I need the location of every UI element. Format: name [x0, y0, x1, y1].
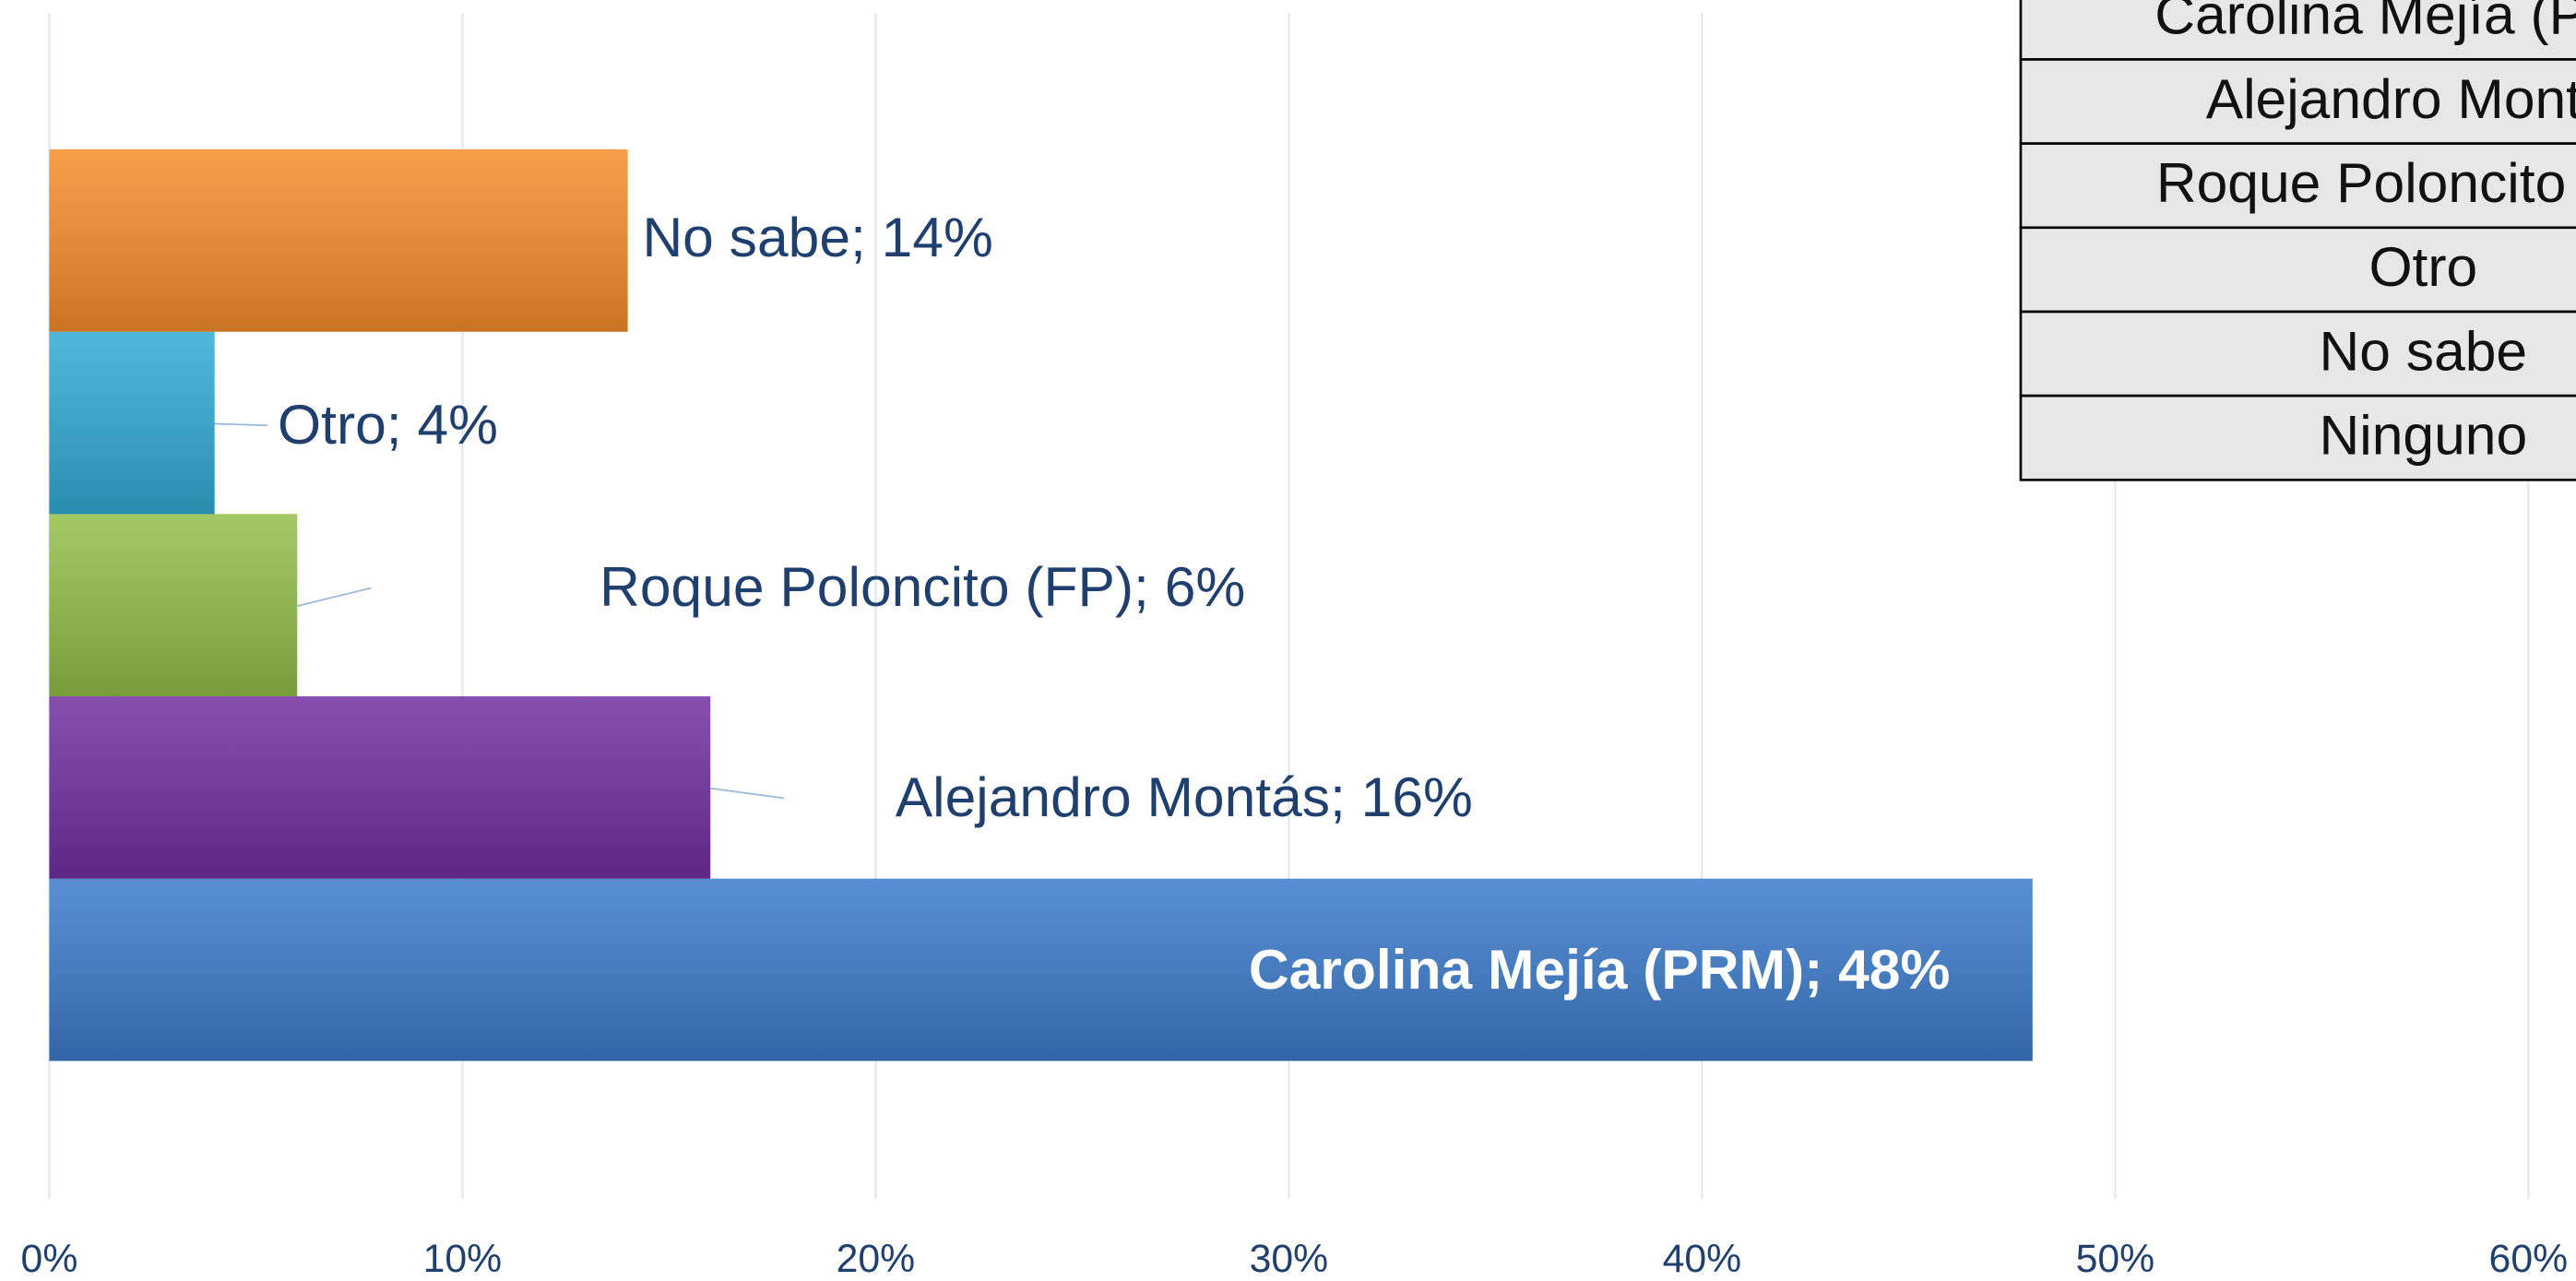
bar-shade: [49, 878, 2033, 1062]
table-cell-text: Ninguno: [2320, 404, 2528, 467]
bar-shade: [49, 696, 711, 879]
data-label: Otro; 4%: [278, 393, 498, 456]
table-cell: [2019, 142, 2576, 230]
x-tick-label: 10%: [423, 1237, 503, 1281]
leader-line: [710, 787, 785, 800]
data-label: No sabe; 14%: [642, 206, 992, 268]
bar-shade: [49, 514, 298, 697]
table-cell: [2019, 394, 2576, 481]
table-cell: [2019, 226, 2576, 314]
x-tick-label: 20%: [837, 1237, 916, 1281]
bar-shade: [49, 331, 215, 515]
data-label: Carolina Mejía (PRM); 48%: [1249, 938, 1950, 1001]
bars: [49, 149, 2033, 1062]
table-cell-text: Carolina Mejía (PRM): [2155, 0, 2576, 46]
table-cell-text: Roque Poloncito (FP): [2156, 151, 2576, 214]
table-cell: [2019, 0, 2576, 61]
x-tick-label: 40%: [1663, 1237, 1742, 1281]
bar-shade: [49, 149, 628, 332]
table-cell-text: Alejandro Montás: [2206, 67, 2576, 130]
x-tick-label: 60%: [2489, 1237, 2569, 1281]
table-cell-text: No sabe: [2320, 319, 2528, 382]
data-label: Roque Poloncito (FP); 6%: [599, 555, 1245, 618]
data-label: Alejandro Montás; 16%: [896, 765, 1473, 828]
table-cell: [2019, 310, 2576, 397]
leader-line: [297, 587, 372, 607]
table-cell-text: Otro: [2368, 235, 2477, 298]
legend-table: Carolina Mejía (PRM) Alejandro Montás Roqu…: [2019, 0, 2576, 481]
leader-line: [214, 422, 268, 427]
x-tick-label: 50%: [2076, 1237, 2155, 1281]
x-tick-label: 0%: [21, 1237, 78, 1281]
x-tick-label: 30%: [1250, 1237, 1329, 1281]
